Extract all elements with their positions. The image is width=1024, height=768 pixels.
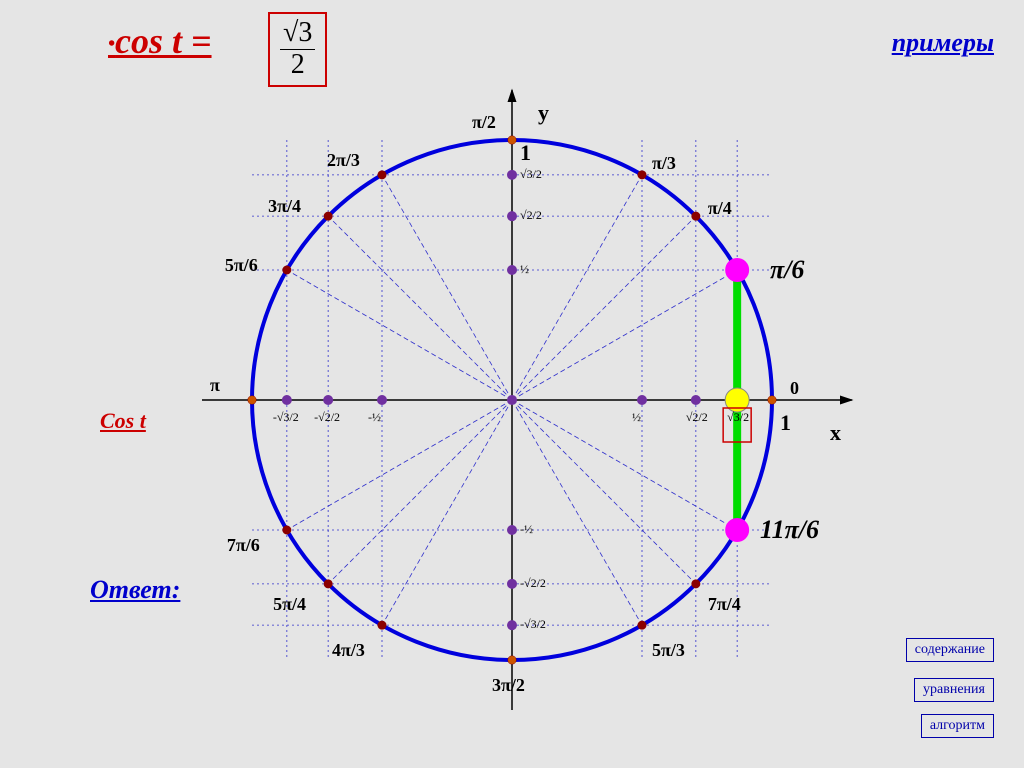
unit-circle-diagram [0, 0, 1024, 768]
angle-label: 7π/6 [227, 535, 260, 556]
solution-pi6: π/6 [770, 255, 804, 285]
angle-label: π/2 [472, 112, 496, 133]
solution-11pi6: 11π/6 [760, 515, 819, 545]
axis-value-label: √3/2 [520, 167, 542, 182]
axis-value-label: -½ [368, 410, 381, 425]
axis-value-label: ½ [520, 262, 529, 277]
angle-label: 3π/2 [492, 675, 525, 696]
x-axis-label: x [830, 420, 841, 446]
angle-label: 5π/4 [273, 594, 306, 615]
angle-label: 7π/4 [708, 594, 741, 615]
axis-value-label: -√2/2 [314, 410, 340, 425]
zero-label: 0 [790, 378, 799, 399]
one-y-label: 1 [520, 140, 531, 166]
axis-value-label: -√2/2 [520, 576, 546, 591]
angle-label: 5π/3 [652, 640, 685, 661]
angle-label: 4π/3 [332, 640, 365, 661]
axis-value-label: -√3/2 [520, 617, 546, 632]
axis-value-label: √3/2 [727, 410, 749, 425]
pi-label: π [210, 375, 220, 396]
axis-value-label: -½ [520, 522, 533, 537]
angle-label: 5π/6 [225, 255, 258, 276]
angle-label: 2π/3 [327, 150, 360, 171]
axis-value-label: √2/2 [520, 208, 542, 223]
y-axis-label: y [538, 100, 549, 126]
angle-label: π/3 [652, 153, 676, 174]
axis-value-label: -√3/2 [273, 410, 299, 425]
angle-label: π/4 [708, 198, 732, 219]
angle-label: 3π/4 [268, 196, 301, 217]
one-x-label: 1 [780, 410, 791, 436]
axis-value-label: ½ [632, 410, 641, 425]
axis-value-label: √2/2 [686, 410, 708, 425]
